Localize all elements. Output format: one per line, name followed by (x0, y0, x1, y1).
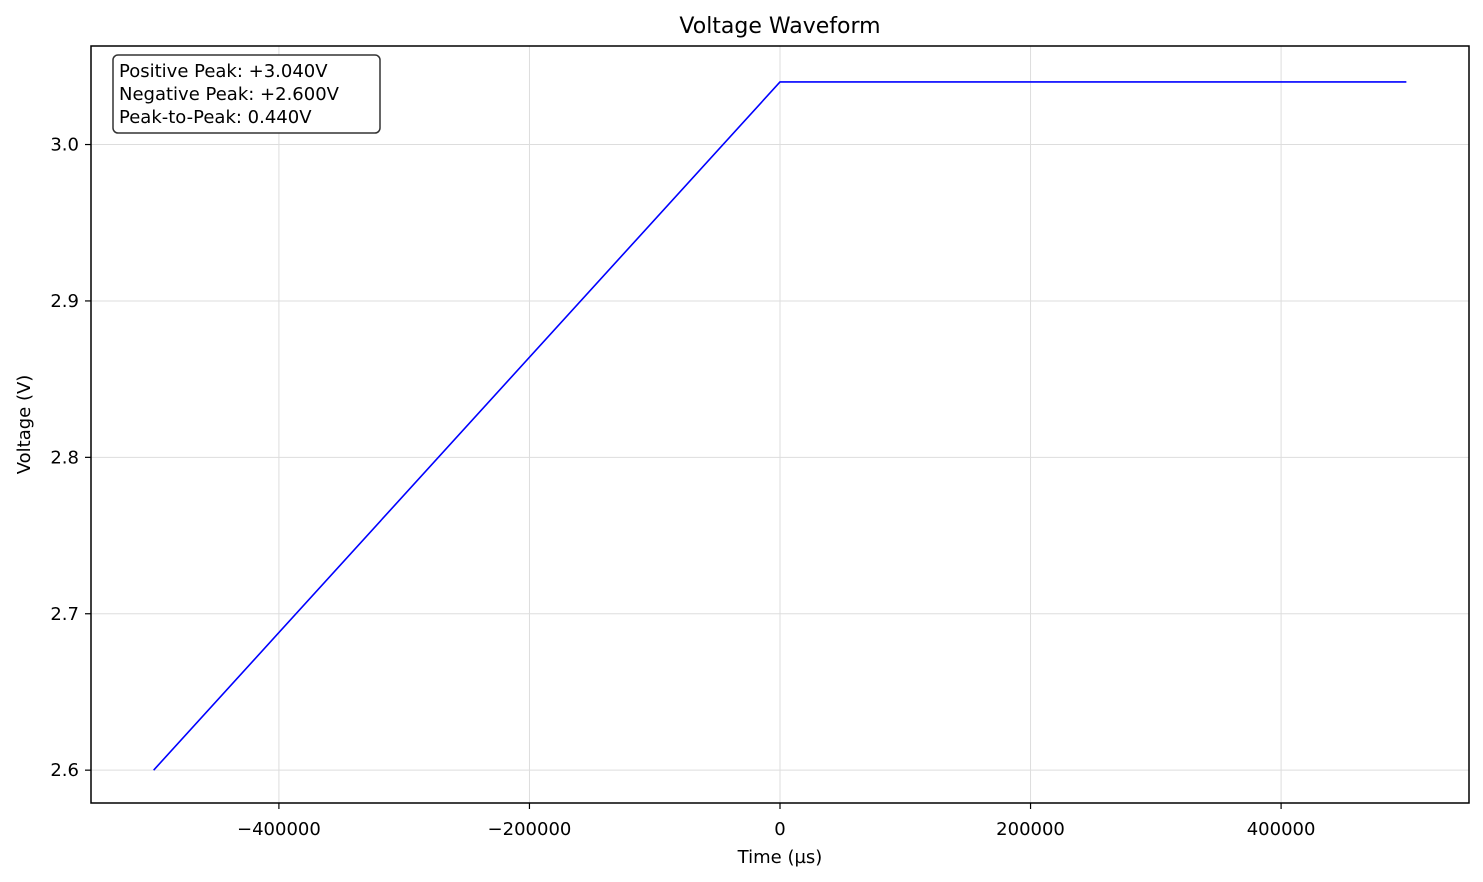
chart-title: Voltage Waveform (679, 14, 880, 39)
x-tick-label: 200000 (996, 819, 1065, 840)
y-tick-label: 2.7 (50, 604, 79, 625)
y-axis-title: Voltage (V) (14, 375, 35, 475)
peak-stats-box-frame (112, 54, 381, 134)
series-layer (153, 81, 1407, 771)
y-tick-label: 3.0 (50, 135, 79, 156)
tick-layer: −400000 −200000 0 200000 400000 2.6 2.7 2.8 2.9 3… (50, 135, 1315, 840)
x-axis-title: Time (µs) (737, 847, 823, 868)
peak-to-peak-label: Peak-to-Peak: 0.440V (119, 107, 312, 128)
peak-stats-box: Positive Peak: +3.040V Negative Peak: +2… (112, 54, 381, 134)
negative-peak-label: Negative Peak: +2.600V (119, 84, 340, 105)
y-tick-label: 2.9 (50, 291, 79, 312)
x-tick-label: −200000 (488, 819, 572, 840)
grid-lines (91, 46, 1469, 803)
voltage-series-line (153, 81, 1407, 771)
y-tick-label: 2.8 (50, 447, 79, 468)
y-tick-label: 2.6 (50, 760, 79, 781)
x-tick-label: 400000 (1247, 819, 1316, 840)
x-tick-label: 0 (774, 819, 785, 840)
positive-peak-label: Positive Peak: +3.040V (119, 61, 328, 82)
x-tick-label: −400000 (237, 819, 321, 840)
